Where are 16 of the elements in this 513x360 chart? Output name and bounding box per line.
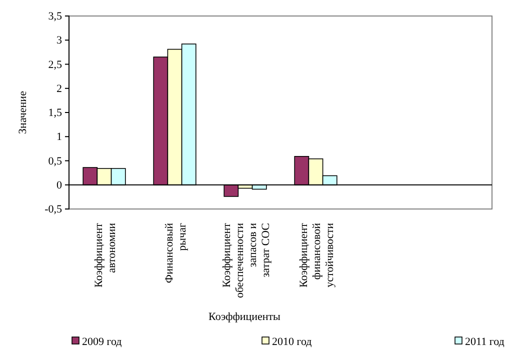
y-tick-label: 3,5 [48,10,62,23]
y-tick-label: 0 [56,179,62,192]
x-axis-title: Коэффициенты [208,311,282,323]
y-tick-label: 1 [56,131,62,144]
y-tick-label: 2,5 [48,58,62,71]
y-tick-label: 3 [56,34,62,47]
y-tick-label: 1,5 [48,107,62,120]
legend-label: 2011 год [465,336,505,348]
y-tick-label: 2 [56,82,62,95]
legend-label: 2010 год [272,336,312,348]
legend-label: 2009 год [82,336,122,348]
y-axis-title: Значение [17,90,29,134]
x-tick-label: Коэффициент автономии [92,222,118,288]
y-tick-label: 0,5 [48,155,62,168]
y-tick-label: -0,5 [44,204,62,216]
x-tick-label: Финансовый рычаг [163,222,188,284]
